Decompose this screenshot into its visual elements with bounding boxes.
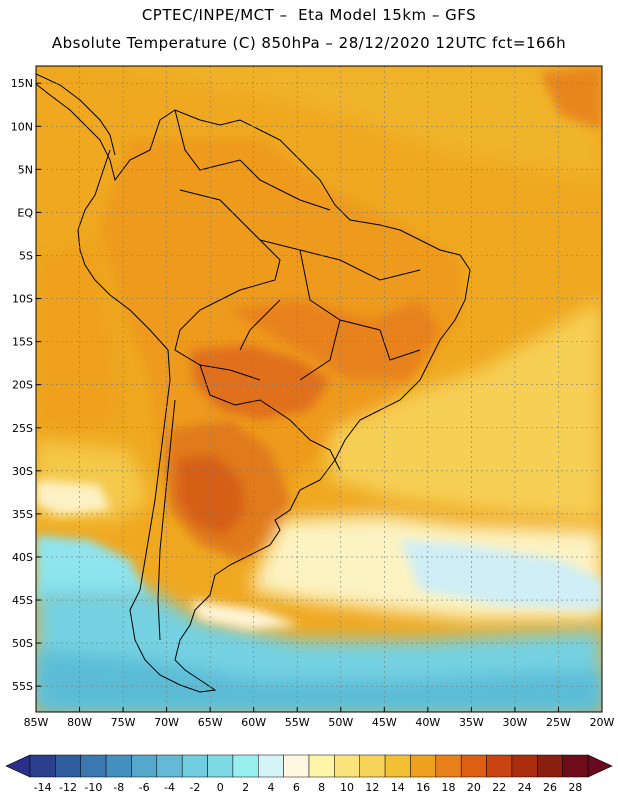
colorbar-label: -4 bbox=[164, 781, 175, 794]
colorbar-label: -14 bbox=[34, 781, 52, 794]
lon-tick-label: 45W bbox=[372, 716, 397, 729]
colorbar-label: -8 bbox=[113, 781, 124, 794]
colorbar-label: 14 bbox=[391, 781, 405, 794]
lon-tick-label: 75W bbox=[111, 716, 136, 729]
colorbar-swatch bbox=[435, 754, 462, 778]
colorbar-swatch bbox=[283, 754, 310, 778]
colorbar-label: 6 bbox=[293, 781, 300, 794]
lon-tick-label: 25W bbox=[546, 716, 571, 729]
border-bolivia-paraguay bbox=[199, 364, 341, 471]
zone-mid-latitude-lightblue bbox=[400, 540, 602, 610]
zone-subtropical-mild bbox=[330, 300, 602, 520]
colorbar-label: 20 bbox=[467, 781, 481, 794]
lat-tick-label: 10N bbox=[11, 120, 33, 133]
lat-tick-label: 55S bbox=[12, 680, 33, 693]
colorbar-label: 26 bbox=[543, 781, 557, 794]
chart-title-line1: CPTEC/INPE/MCT – Eta Model 15km – GFS bbox=[141, 6, 477, 24]
border-northern bbox=[174, 109, 331, 211]
colorbar-swatch bbox=[181, 754, 208, 778]
lat-tick-label: 10S bbox=[12, 293, 33, 306]
zone-pacific-warm bbox=[36, 240, 120, 430]
colorbar-label: -6 bbox=[139, 781, 150, 794]
colorbar-label: 16 bbox=[416, 781, 430, 794]
zone-far-south-cold bbox=[36, 650, 602, 712]
colorbar-label: -12 bbox=[59, 781, 77, 794]
zone-atlantic-warm-patch bbox=[540, 66, 602, 130]
lat-tick-label: 40S bbox=[12, 551, 33, 564]
colorbar-under-arrow bbox=[5, 754, 31, 778]
colorbar-swatch bbox=[537, 754, 563, 778]
colorbar-swatch bbox=[562, 754, 589, 778]
lon-tick-label: 35W bbox=[459, 716, 484, 729]
colorbar-swatch bbox=[359, 754, 386, 778]
temperature-field bbox=[36, 66, 602, 712]
lat-tick-label: 15N bbox=[11, 77, 33, 90]
lon-tick-label: 50W bbox=[328, 716, 353, 729]
colorbar-label: -10 bbox=[84, 781, 102, 794]
border-argentina-chile bbox=[157, 399, 176, 641]
colorbar-swatch bbox=[334, 754, 360, 778]
lat-tick-label: 45S bbox=[12, 594, 33, 607]
lat-tick-label: 20S bbox=[12, 379, 33, 392]
lat-tick-label: EQ bbox=[17, 206, 33, 219]
lon-tick-label: 80W bbox=[67, 716, 92, 729]
colorbar-swatch bbox=[410, 754, 437, 778]
map-frame bbox=[35, 65, 603, 713]
lat-tick-label: 5N bbox=[18, 163, 33, 176]
colorbar-label: 0 bbox=[217, 781, 224, 794]
lon-tick-label: 55W bbox=[285, 716, 310, 729]
colorbar-label: -2 bbox=[189, 781, 200, 794]
zone-patagonia-pale bbox=[190, 600, 300, 630]
colorbar-label: 18 bbox=[442, 781, 456, 794]
lon-tick-label: 40W bbox=[415, 716, 440, 729]
colorbar-swatch bbox=[131, 754, 158, 778]
colorbar-label: 8 bbox=[318, 781, 325, 794]
border-brazil-states bbox=[239, 239, 421, 381]
colorbar-swatch bbox=[156, 754, 183, 778]
lon-tick-label: 85W bbox=[24, 716, 49, 729]
colorbar-label: 22 bbox=[492, 781, 506, 794]
lat-tick-label: 50S bbox=[12, 637, 33, 650]
colorbar-label: 2 bbox=[242, 781, 249, 794]
lon-tick-label: 20W bbox=[590, 716, 615, 729]
colorbar-swatch bbox=[29, 754, 56, 778]
zone-argentina-hottest bbox=[178, 455, 245, 535]
zone-north-ocean bbox=[36, 66, 602, 180]
graticule bbox=[35, 66, 603, 712]
colorbar-swatch bbox=[460, 754, 487, 778]
colorbar-over-arrow bbox=[587, 754, 613, 778]
lat-tick-label: 30S bbox=[12, 465, 33, 478]
colorbar-swatch bbox=[232, 754, 259, 778]
lon-tick-label: 70W bbox=[154, 716, 179, 729]
colorbar-swatch bbox=[207, 754, 234, 778]
colorbar-label: 24 bbox=[518, 781, 532, 794]
lat-tick-label: 35S bbox=[12, 508, 33, 521]
lon-tick-label: 65W bbox=[198, 716, 223, 729]
colorbar-swatch bbox=[511, 754, 538, 778]
colorbar-swatch bbox=[80, 754, 107, 778]
lat-tick-label: 15S bbox=[12, 336, 33, 349]
colorbar-swatch bbox=[308, 754, 335, 778]
colorbar-swatch bbox=[55, 754, 81, 778]
colorbar-swatch bbox=[258, 754, 284, 778]
colorbar-swatch bbox=[384, 754, 411, 778]
colorbar-label: 10 bbox=[340, 781, 354, 794]
zone-pacific-pale bbox=[36, 480, 110, 515]
lon-tick-label: 30W bbox=[502, 716, 527, 729]
lon-tick-label: 60W bbox=[241, 716, 266, 729]
lat-tick-label: 25S bbox=[12, 422, 33, 435]
lat-tick-label: 5S bbox=[19, 249, 33, 262]
south-america-coastline bbox=[36, 83, 471, 693]
colorbar-label: 28 bbox=[568, 781, 582, 794]
colorbar-label: 4 bbox=[267, 781, 274, 794]
colorbar-swatch bbox=[486, 754, 513, 778]
chart-title-line2: Absolute Temperature (C) 850hPa – 28/12/… bbox=[51, 34, 567, 52]
colorbar-label: 12 bbox=[365, 781, 379, 794]
colorbar: -14 -12 -10 -8 -6 -4 -2 0 2 4 6 8 10 12 14 16 18 20 22 24 26… bbox=[5, 754, 613, 794]
zone-southwest-cold bbox=[36, 535, 150, 600]
colorbar-swatch bbox=[105, 754, 132, 778]
axis-ticks: 15N 10N 5N EQ 5S 10S 15S 20S 25S 30S 35S 40S 45S 50S 5… bbox=[11, 77, 615, 729]
